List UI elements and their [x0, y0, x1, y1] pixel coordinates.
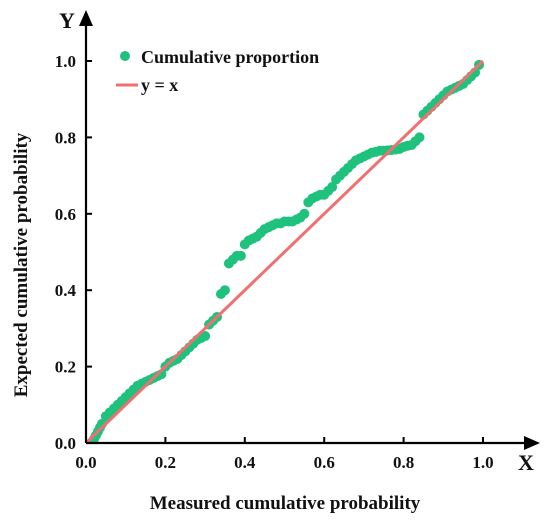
x-tick-label: 0.8	[393, 453, 414, 472]
x-tick-label: 0.4	[234, 453, 256, 472]
axes	[79, 10, 540, 450]
legend-label-cumulative-proportion: Cumulative proportion	[141, 47, 319, 67]
scatter-point	[299, 208, 310, 219]
y-axis-letter: Y	[59, 8, 75, 33]
y-ticks: 0.0 0.2 0.4 0.6 0.8 1.0	[55, 52, 92, 453]
y-tick-label: 0.4	[55, 281, 77, 300]
legend-label-y-equals-x: y = x	[141, 75, 178, 95]
y-axis-title: Expected cumulative probability	[11, 132, 32, 397]
legend: Cumulative proportion y = x	[116, 47, 319, 95]
scatter-point	[235, 250, 246, 261]
scatter-points	[88, 59, 485, 445]
y-tick-label: 0.8	[55, 128, 76, 147]
y-tick-label: 1.0	[55, 52, 76, 71]
x-tick-label: 0.2	[155, 453, 176, 472]
reference-line-group	[84, 59, 485, 445]
scatter-point	[414, 132, 425, 143]
y-tick-label: 0.0	[55, 434, 76, 453]
scatter-point	[327, 182, 338, 193]
x-ticks: 0.0 0.2 0.4 0.6 0.8 1.0	[75, 437, 494, 472]
x-axis-title: Measured cumulative probability	[150, 493, 421, 514]
x-tick-label: 0.6	[314, 453, 335, 472]
y-tick-label: 0.6	[55, 205, 76, 224]
scatter-point	[200, 331, 211, 342]
y-axis-arrow	[79, 10, 93, 26]
legend-marker-cumulative-proportion	[120, 51, 130, 61]
x-tick-label: 0.0	[75, 453, 96, 472]
scatter-point	[219, 285, 230, 296]
reference-line-y-equals-x	[84, 59, 485, 445]
x-axis-arrow	[524, 436, 540, 450]
y-tick-label: 0.2	[55, 358, 76, 377]
x-tick-label: 1.0	[472, 453, 493, 472]
x-axis-letter: X	[518, 450, 534, 475]
